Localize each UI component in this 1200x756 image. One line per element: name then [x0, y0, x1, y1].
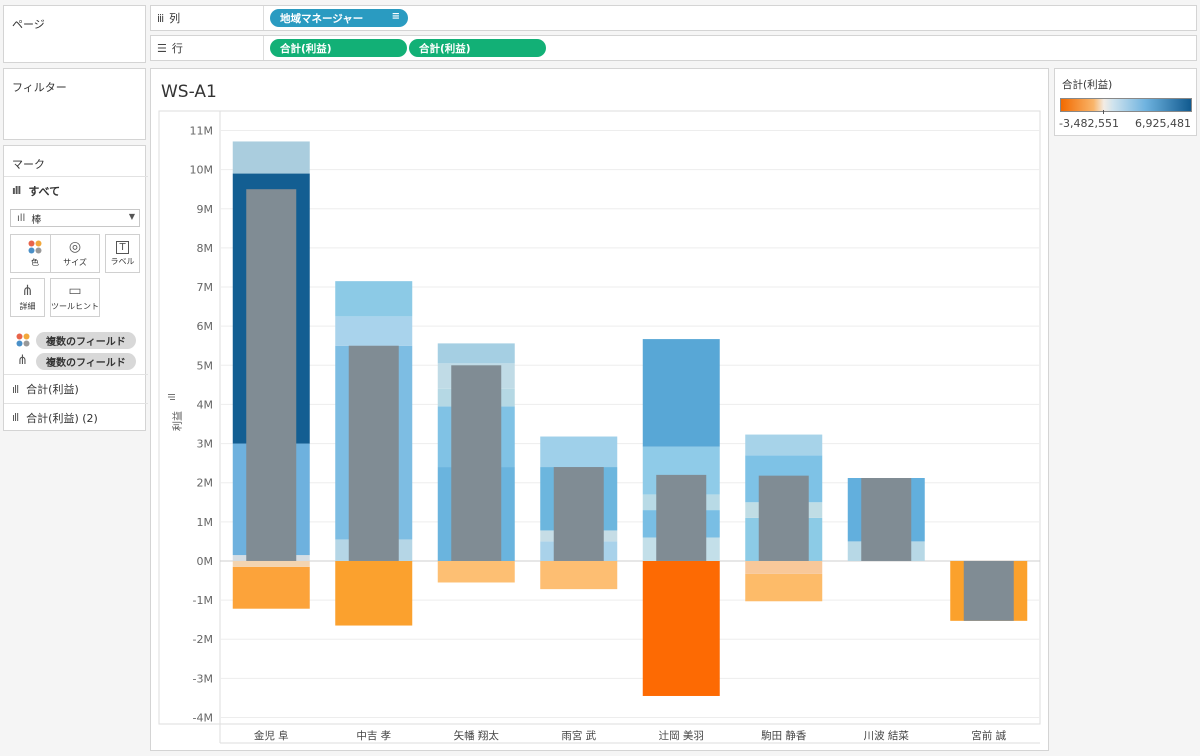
marks-panel: マーク ıll すべて ıll 棒 ▼ 色 ◎ サイズ T ラベル ⋔ 詳細 ▭…	[3, 145, 148, 431]
detail-icon: ⋔	[17, 353, 28, 368]
bar-segment	[335, 316, 413, 346]
bar-segment	[437, 343, 515, 364]
bar-segment	[642, 339, 720, 447]
x-tick-label: 雨宮 武	[561, 729, 596, 742]
x-tick-label: 金児 阜	[254, 729, 289, 742]
label-button[interactable]: T ラベル	[105, 234, 140, 273]
bar	[553, 467, 604, 561]
legend-min-label: -3,482,551	[1059, 117, 1119, 130]
bar-chart[interactable]: 11M 10M 9M 8M 7M 6M 5M 4M 3M 2M 1M 0M -1M -2M -3M -4M 金…	[151, 69, 1048, 750]
bar-segment	[335, 560, 413, 626]
chevron-down-icon: ▼	[128, 212, 135, 221]
color-icon	[16, 333, 30, 347]
tooltip-button[interactable]: ▭ ツールヒント	[50, 278, 100, 317]
color-legend[interactable]: 合計(利益) -3,482,551 6,925,481	[1054, 68, 1197, 136]
rows-shelf-label: ☰ 行	[157, 41, 183, 56]
rows-icon: ☰	[157, 41, 167, 55]
y-tick-label: 7M	[197, 281, 214, 294]
bar-segment	[232, 141, 310, 174]
profit-sum-pill-1[interactable]: 合計(利益)	[270, 39, 407, 57]
tooltip-icon: ▭	[68, 283, 82, 299]
y-tick-label: 11M	[190, 125, 214, 138]
region-manager-pill[interactable]: 地域マネージャー ≡	[270, 9, 408, 27]
bar-chart-icon: ıll	[12, 184, 21, 197]
bar	[246, 189, 297, 561]
legend-max-label: 6,925,481	[1135, 117, 1191, 130]
columns-icon: iii	[157, 11, 164, 25]
marks-panel-title: マーク	[12, 158, 45, 171]
rows-shelf[interactable]: ☰ 行 合計(利益) 合計(利益)	[150, 35, 1197, 61]
label-icon: T	[116, 240, 129, 254]
marks-all-card[interactable]: ıll すべて	[4, 176, 148, 204]
detail-field-pill[interactable]: 複数のフィールド	[36, 353, 136, 370]
x-tick-label: 中吉 孝	[356, 729, 391, 742]
bar-segment	[232, 566, 310, 609]
bar-chart-icon: ıll	[12, 411, 19, 424]
y-tick-label: -1M	[193, 594, 213, 607]
bar	[451, 365, 502, 561]
bar-segment	[745, 434, 823, 456]
bar-segment	[540, 560, 618, 590]
bar-segment	[745, 573, 823, 602]
x-tick-label: 辻岡 美羽	[659, 729, 704, 742]
worksheet-title: WS-A1	[161, 82, 217, 102]
columns-shelf[interactable]: iii 列 地域マネージャー ≡	[150, 5, 1197, 31]
bar	[656, 474, 707, 561]
marks-card-profit-2[interactable]: ıll 合計(利益) (2)	[4, 403, 148, 431]
y-tick-label: -3M	[193, 672, 213, 685]
bar-segment	[335, 281, 413, 317]
color-icon	[28, 240, 42, 253]
bar-segment	[540, 436, 618, 468]
y-tick-label: 4M	[197, 398, 214, 411]
filters-panel[interactable]: フィルター	[3, 68, 146, 140]
size-icon: ◎	[68, 239, 82, 255]
y-tick-label: -2M	[193, 633, 213, 646]
pages-panel[interactable]: ページ	[3, 5, 146, 63]
legend-gradient	[1060, 98, 1192, 112]
y-tick-label: 2M	[197, 477, 214, 490]
sort-icon: ≡	[391, 11, 400, 22]
y-axis-bar-icon: ıll	[168, 393, 178, 401]
y-axis-label: 利益	[171, 411, 184, 431]
y-tick-label: 1M	[197, 516, 214, 529]
x-tick-label: 駒田 静香	[761, 729, 807, 742]
size-button[interactable]: ◎ サイズ	[50, 234, 100, 273]
color-field-pill[interactable]: 複数のフィールド	[36, 332, 136, 349]
y-tick-label: 6M	[197, 320, 214, 333]
y-tick-label: 0M	[197, 555, 214, 568]
bar	[861, 478, 912, 561]
detail-icon: ⋔	[21, 283, 34, 299]
bar-chart-icon: ıll	[12, 382, 19, 396]
y-tick-label: 10M	[190, 164, 214, 177]
bar-segment	[642, 560, 720, 696]
pages-panel-title: ページ	[12, 18, 45, 31]
bar-chart-icon: ıll	[17, 212, 26, 224]
y-tick-label: 5M	[197, 359, 214, 372]
detail-button[interactable]: ⋔ 詳細	[10, 278, 45, 317]
columns-shelf-label: iii 列	[157, 11, 181, 26]
filters-panel-title: フィルター	[12, 81, 67, 94]
x-tick-label: 川波 結菜	[864, 729, 910, 742]
bar	[348, 345, 399, 561]
x-tick-label: 矢幡 翔太	[454, 729, 500, 742]
y-tick-label: 9M	[197, 203, 214, 216]
legend-zero-marker	[1103, 110, 1104, 114]
bar	[963, 560, 1014, 621]
y-tick-label: 3M	[197, 438, 214, 451]
x-tick-label: 宮前 誠	[971, 729, 1006, 742]
bar-segment	[437, 560, 515, 583]
legend-title: 合計(利益)	[1062, 79, 1113, 91]
y-tick-label: -4M	[193, 712, 213, 725]
worksheet-view: WS-A1 11M 10M 9M 8M 7M 6M 5M 4M 3M 2M 1M 0M -1M -2M -3…	[150, 68, 1049, 751]
bar-segment	[745, 560, 823, 574]
y-tick-label: 8M	[197, 242, 214, 255]
profit-sum-pill-2[interactable]: 合計(利益)	[409, 39, 546, 57]
bar	[758, 475, 809, 561]
marks-card-profit-1[interactable]: ıll 合計(利益)	[4, 374, 148, 403]
mark-type-dropdown[interactable]: ıll 棒 ▼	[10, 209, 140, 227]
bar-segment	[232, 560, 310, 567]
